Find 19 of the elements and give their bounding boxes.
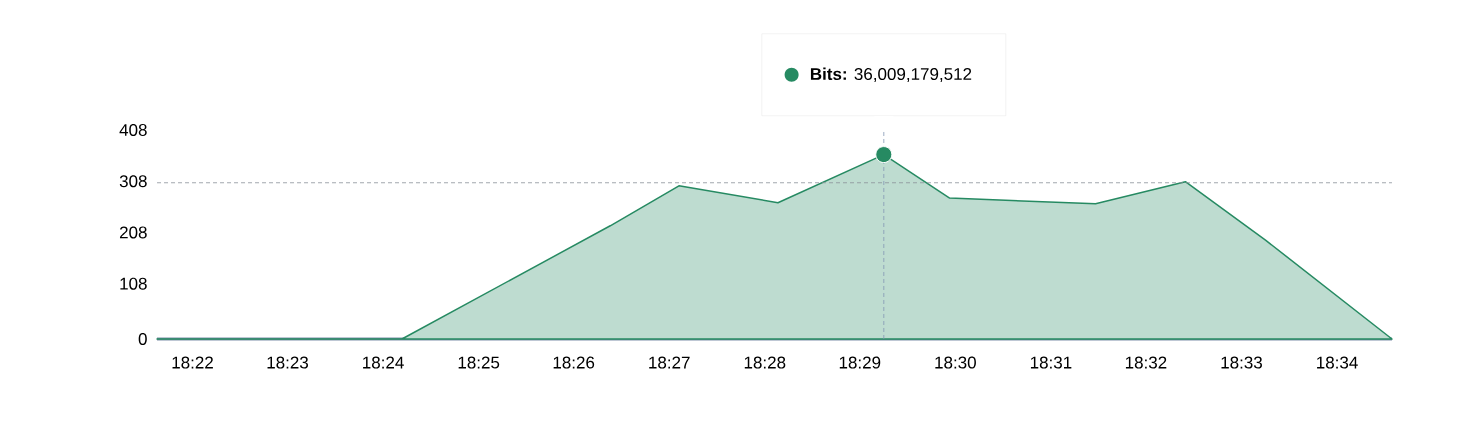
x-tick-label: 18:23 (267, 356, 309, 369)
text: Bits: 36,009,179,512 (810, 67, 972, 83)
y-tick-label: 208 (119, 226, 147, 239)
y-tick-label: 408 (119, 123, 147, 137)
x-tick-label: 18:34 (1317, 356, 1358, 369)
x-tick-label: 18:30 (935, 356, 976, 369)
x-tick-label: 18:26 (553, 356, 595, 369)
y-tick-label: 308 (119, 175, 147, 188)
x-tick-label: 18:24 (363, 356, 404, 369)
x-tick-label: 18:27 (649, 356, 690, 369)
x-tick-label: 18:33 (1221, 356, 1262, 369)
x-tick-label: 18:31 (1030, 356, 1072, 369)
x-tick-label: 18:29 (839, 356, 881, 369)
x-tick-label: 18:22 (172, 356, 213, 369)
x-tick-label: 18:32 (1125, 356, 1167, 369)
y-tick-label: 108 (120, 277, 147, 290)
x-tick-label: 18:28 (744, 356, 786, 369)
x-tick-label: 18:25 (458, 356, 500, 369)
y-tick-label: 0 (138, 332, 147, 346)
